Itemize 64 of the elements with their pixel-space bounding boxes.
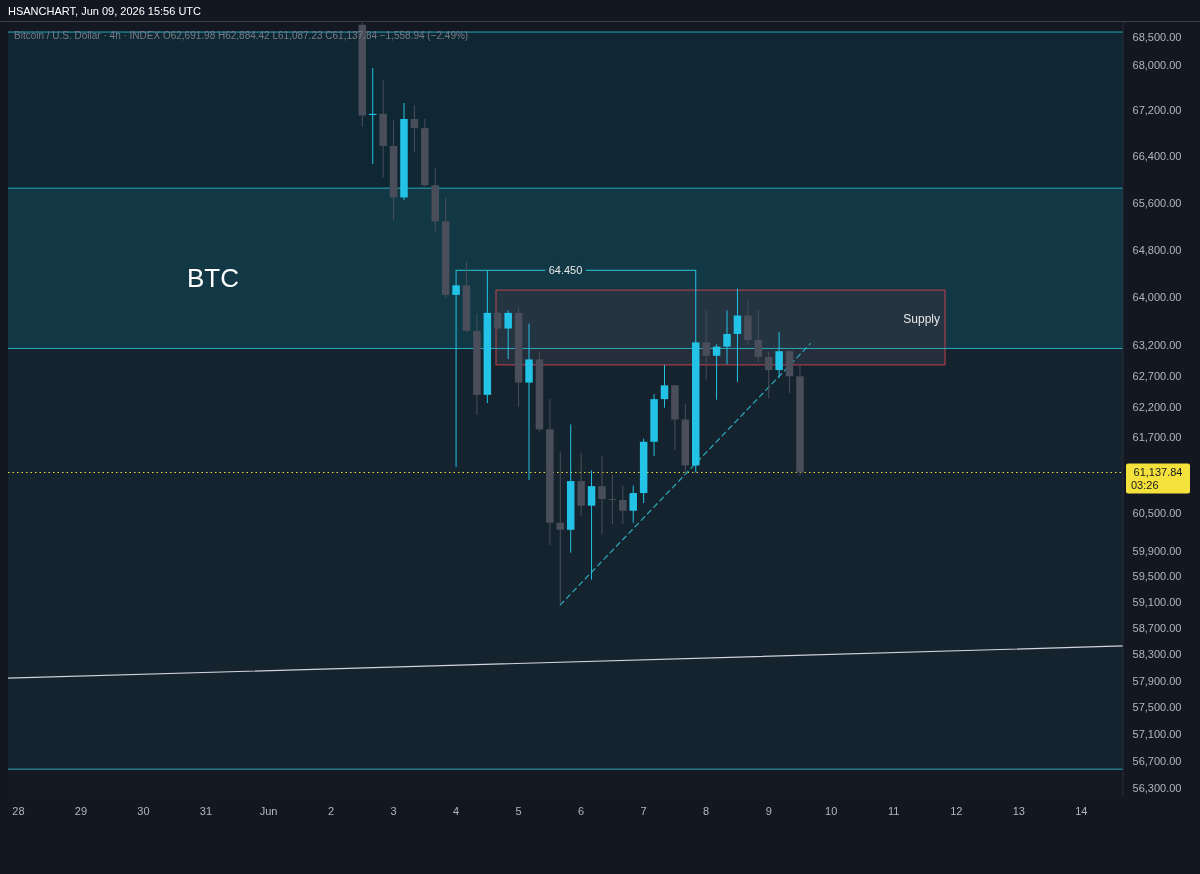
candlestick	[587, 469, 596, 581]
band-label: Supply	[903, 312, 940, 327]
candlestick	[629, 485, 637, 524]
candlestick	[556, 451, 565, 605]
candlestick	[754, 309, 763, 363]
x-tick-label: Jun	[259, 805, 278, 817]
y-tick-label: 61,700.00	[1132, 431, 1182, 444]
candlestick	[504, 309, 512, 360]
y-tick-label: 59,500.00	[1132, 570, 1182, 583]
x-tick-label: 30	[137, 805, 150, 817]
y-tick-label: 67,200.00	[1132, 104, 1182, 117]
candlestick	[452, 269, 460, 468]
x-tick-label: 28	[12, 805, 25, 817]
x-tick-label: 2	[327, 805, 335, 817]
y-tick-label: 57,500.00	[1132, 701, 1182, 714]
y-tick-label: 63,200.00	[1132, 339, 1182, 352]
x-tick-label: 31	[199, 805, 213, 817]
annotation: BTC	[187, 263, 239, 293]
y-tick-label: 64,000.00	[1132, 291, 1182, 304]
y-tick-label: 65,600.00	[1132, 196, 1182, 209]
y-tick-label: 56,700.00	[1132, 755, 1182, 768]
y-tick-label: 68,000.00	[1132, 59, 1182, 72]
text: 03:26	[1131, 479, 1159, 492]
ref-line-label: 61,137.84	[1133, 466, 1183, 479]
x-tick-label: 14	[1075, 805, 1088, 817]
y-tick-label: 57,100.00	[1132, 728, 1182, 741]
candlestick	[764, 351, 773, 400]
x-tick-label: 29	[74, 805, 88, 817]
x-tick-label: 5	[515, 805, 522, 817]
x-tick-label: 7	[640, 805, 647, 817]
x-tick-label: 13	[1012, 805, 1025, 817]
candlestick	[702, 309, 710, 381]
y-tick-label: 59,100.00	[1132, 596, 1182, 609]
x-tick-label: 10	[825, 805, 838, 817]
candlestick	[619, 485, 627, 525]
candlestick	[410, 104, 419, 153]
y-tick-label: 66,400.00	[1132, 150, 1182, 163]
y-tick-label: 59,900.00	[1132, 544, 1182, 557]
y-tick-label: 56,300.00	[1132, 782, 1182, 795]
candlestick	[525, 323, 533, 481]
candlestick	[660, 364, 669, 409]
x-tick-label: 12	[950, 805, 963, 817]
candlestick	[733, 288, 742, 383]
x-tick-label: 8	[703, 805, 710, 817]
y-tick-label: 68,500.00	[1132, 31, 1182, 44]
y-tick-label: 62,200.00	[1132, 400, 1182, 413]
candlestick	[723, 309, 731, 365]
annotation: 64.450	[548, 264, 583, 277]
x-tick-label: 3	[390, 805, 397, 817]
candlestick	[598, 455, 606, 535]
y-tick-label: 57,900.00	[1132, 674, 1182, 687]
y-tick-label: 64,800.00	[1132, 243, 1182, 256]
candlestick	[712, 343, 721, 401]
y-tick-label: 58,300.00	[1132, 648, 1182, 661]
y-tick-label: 62,700.00	[1132, 369, 1182, 382]
y-tick-label: 60,500.00	[1132, 506, 1182, 519]
candlestick	[775, 331, 783, 379]
x-tick-label: 6	[578, 805, 585, 817]
candlestick	[494, 311, 502, 331]
x-tick-label: 11	[888, 805, 900, 817]
y-tick-label: 58,700.00	[1132, 622, 1182, 635]
x-tick-label: 4	[453, 805, 460, 817]
chart-title: HSANCHART, Jun 09, 2026 15:56 UTC	[8, 5, 202, 17]
x-tick-label: 9	[765, 805, 772, 817]
